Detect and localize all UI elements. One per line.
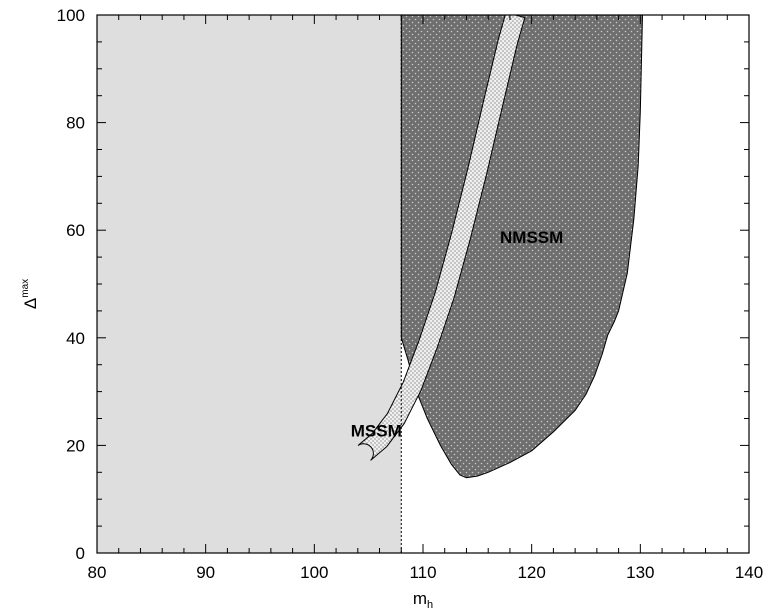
y-tick-label: 0 — [76, 544, 85, 563]
y-axis-title-main: Δ — [21, 298, 40, 309]
x-tick-label: 80 — [88, 563, 107, 582]
y-axis-title-sup: max — [20, 279, 31, 298]
x-tick-label: 120 — [517, 563, 545, 582]
y-tick-label: 40 — [66, 329, 85, 348]
x-tick-label: 90 — [196, 563, 215, 582]
y-axis-title-text: Δmax — [20, 279, 40, 309]
y-tick-label: 20 — [66, 436, 85, 455]
y-axis-title: Δmax — [20, 279, 40, 309]
x-axis-title: mh — [413, 589, 433, 611]
nmssm-region — [400, 15, 644, 479]
x-tick-label: 100 — [300, 563, 328, 582]
plot-regions — [97, 15, 644, 553]
y-axis: 0 20 40 60 80 100 — [57, 6, 749, 563]
x-axis: 80 90 100 110 120 130 140 — [88, 15, 763, 582]
excluded-region — [97, 15, 402, 553]
mssm-band — [357, 15, 526, 461]
nmssm-label: NMSSM — [500, 228, 563, 247]
y-tick-label: 100 — [57, 6, 85, 25]
x-tick-label: 130 — [626, 563, 654, 582]
y-tick-label: 80 — [66, 114, 85, 133]
x-axis-title-main: m — [413, 589, 427, 608]
x-tick-label: 140 — [735, 563, 763, 582]
x-axis-title-sub: h — [427, 599, 433, 611]
x-tick-label: 110 — [409, 563, 436, 582]
mssm-label: MSSM — [351, 421, 402, 440]
y-tick-label: 60 — [66, 221, 85, 240]
